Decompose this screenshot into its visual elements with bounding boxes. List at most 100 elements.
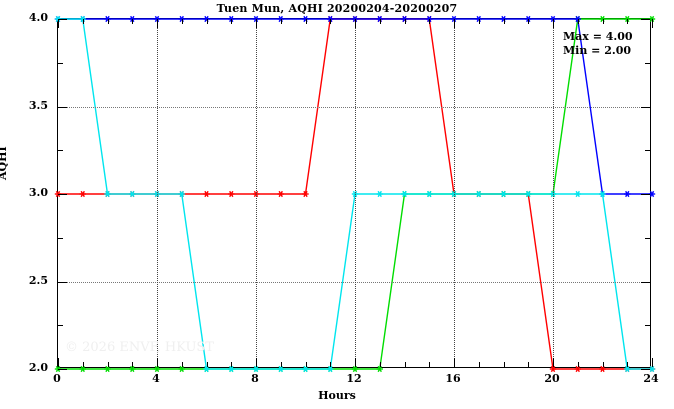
x-axis-minor-tick xyxy=(577,19,579,24)
x-axis-tick xyxy=(553,19,554,28)
data-point-marker xyxy=(549,365,557,373)
data-point-marker xyxy=(624,365,631,373)
x-axis-tick xyxy=(256,358,257,367)
watermark: © 2026 ENVF, HKUST xyxy=(65,340,214,355)
data-point-marker xyxy=(252,365,260,373)
x-axis-title: Hours xyxy=(318,389,356,402)
data-point-marker xyxy=(203,190,210,198)
y-tick-label: 4.0 xyxy=(28,11,48,24)
data-point-marker xyxy=(79,365,86,373)
y-axis-tick xyxy=(58,281,67,283)
data-point-marker xyxy=(599,365,606,373)
data-point-marker xyxy=(104,365,111,373)
x-axis-minor-tick xyxy=(132,19,134,24)
x-tick-label: 0 xyxy=(53,372,61,385)
data-point-marker xyxy=(302,365,309,373)
x-axis-tick xyxy=(355,19,356,28)
y-axis-tick xyxy=(58,106,67,108)
data-point-marker xyxy=(277,365,284,373)
x-axis-tick xyxy=(58,358,59,367)
x-axis-minor-tick xyxy=(503,19,505,24)
x-axis-minor-tick xyxy=(231,19,233,24)
x-axis-minor-tick xyxy=(280,19,282,24)
data-point-marker xyxy=(624,190,631,198)
y-axis-tick xyxy=(58,194,67,195)
y-axis-title: AQHI xyxy=(0,146,9,180)
x-axis-tick xyxy=(454,19,455,28)
x-axis-minor-tick xyxy=(206,362,208,367)
x-axis-minor-tick xyxy=(379,362,381,367)
y-axis-minor-tick xyxy=(645,325,650,327)
data-point-marker xyxy=(228,365,235,373)
x-axis-minor-tick xyxy=(404,362,406,367)
x-tick-label: 24 xyxy=(643,372,659,385)
x-axis-tick xyxy=(355,358,356,367)
x-axis-minor-tick xyxy=(305,19,307,24)
x-axis-minor-tick xyxy=(528,362,530,367)
y-axis-tick xyxy=(641,106,650,108)
data-point-marker xyxy=(178,190,185,198)
x-axis-minor-tick xyxy=(404,19,406,24)
x-axis-minor-tick xyxy=(627,362,629,367)
data-point-marker xyxy=(79,190,86,198)
x-axis-tick xyxy=(454,358,455,367)
x-axis-tick xyxy=(553,358,554,367)
gridline-vertical xyxy=(355,19,356,367)
y-tick-label: 2.5 xyxy=(28,273,48,287)
x-axis-minor-tick xyxy=(503,362,505,367)
x-axis-minor-tick xyxy=(602,362,604,367)
x-axis-tick xyxy=(157,358,158,367)
data-point-marker xyxy=(178,365,185,373)
data-point-marker xyxy=(302,190,309,198)
x-tick-label: 8 xyxy=(251,372,259,385)
y-axis-minor-tick xyxy=(645,150,650,152)
y-axis-minor-tick xyxy=(58,325,63,327)
y-axis-tick xyxy=(58,19,67,20)
x-tick-label: 20 xyxy=(544,372,560,385)
data-point-marker xyxy=(129,365,136,373)
x-tick-label: 12 xyxy=(346,372,362,385)
y-tick-label: 3.5 xyxy=(28,98,48,112)
x-axis-minor-tick xyxy=(478,19,480,24)
gridline-vertical xyxy=(553,19,554,367)
y-tick-label: 2.0 xyxy=(28,361,48,374)
x-axis-minor-tick xyxy=(107,19,109,24)
data-point-marker xyxy=(203,365,210,373)
x-axis-minor-tick xyxy=(132,362,134,367)
x-axis-tick xyxy=(652,19,653,28)
y-axis-tick xyxy=(641,194,650,195)
x-axis-minor-tick xyxy=(478,362,480,367)
x-axis-minor-tick xyxy=(429,362,431,367)
y-axis-minor-tick xyxy=(58,150,63,152)
x-axis-minor-tick xyxy=(429,19,431,24)
y-axis-tick xyxy=(641,19,650,20)
x-axis-minor-tick xyxy=(280,362,282,367)
data-point-marker xyxy=(426,190,433,198)
x-axis-minor-tick xyxy=(206,19,208,24)
x-axis-tick xyxy=(652,358,653,367)
x-axis-minor-tick xyxy=(627,19,629,24)
x-axis-minor-tick xyxy=(231,362,233,367)
y-axis-minor-tick xyxy=(645,62,650,64)
x-axis-minor-tick xyxy=(602,19,604,24)
y-axis-minor-tick xyxy=(58,62,63,64)
chart-title: Tuen Mun, AQHI 20200204-20200207 xyxy=(216,2,458,15)
y-axis-minor-tick xyxy=(58,237,63,239)
data-point-marker xyxy=(327,365,334,373)
gridline-horizontal xyxy=(58,281,650,283)
y-axis-tick xyxy=(58,369,67,370)
data-point-marker xyxy=(525,190,532,198)
y-tick-label: 3.0 xyxy=(28,186,48,199)
data-point-marker xyxy=(153,365,161,373)
data-point-marker xyxy=(228,190,235,198)
data-point-marker xyxy=(599,190,606,198)
x-axis-minor-tick xyxy=(379,19,381,24)
x-axis-minor-tick xyxy=(82,362,84,367)
x-axis-minor-tick xyxy=(330,362,332,367)
x-axis-tick xyxy=(58,19,59,28)
data-point-marker xyxy=(500,190,507,198)
data-point-marker xyxy=(129,190,136,198)
stats-annotation: Max = 4.00 Min = 2.00 xyxy=(563,30,633,57)
data-point-marker xyxy=(376,190,383,198)
